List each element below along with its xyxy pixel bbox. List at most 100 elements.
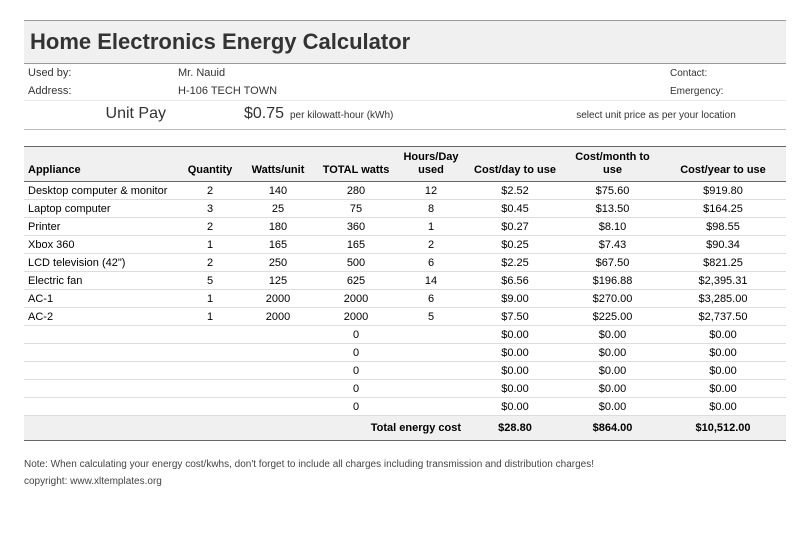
table-row: Laptop computer325758$0.45$13.50$164.25 <box>24 200 786 218</box>
cell-watts-unit[interactable]: 180 <box>241 218 315 236</box>
col-appliance: Appliance <box>24 147 179 182</box>
table-row: 0$0.00$0.00$0.00 <box>24 398 786 416</box>
cell-total-watts: 0 <box>315 344 397 362</box>
used-by-label: Used by: <box>24 65 174 81</box>
cell-cost-year: $2,737.50 <box>660 308 786 326</box>
table-row: Electric fan512562514$6.56$196.88$2,395.… <box>24 272 786 290</box>
table-row: Printer21803601$0.27$8.10$98.55 <box>24 218 786 236</box>
cell-appliance[interactable]: Desktop computer & monitor <box>24 182 179 200</box>
table-row: 0$0.00$0.00$0.00 <box>24 380 786 398</box>
cell-appliance[interactable] <box>24 326 179 344</box>
cell-hours-day[interactable] <box>397 326 465 344</box>
cell-total-watts: 0 <box>315 380 397 398</box>
unit-pay-unit: per kilowatt-hour (kWh) <box>284 110 393 121</box>
col-cost-month: Cost/month to use <box>565 147 660 182</box>
cell-quantity[interactable]: 2 <box>179 254 241 272</box>
cell-total-watts: 625 <box>315 272 397 290</box>
cell-quantity[interactable] <box>179 326 241 344</box>
cell-appliance[interactable]: Xbox 360 <box>24 236 179 254</box>
cell-watts-unit[interactable] <box>241 362 315 380</box>
cell-hours-day[interactable]: 14 <box>397 272 465 290</box>
cell-cost-year: $164.25 <box>660 200 786 218</box>
footer-copyright: copyright: www.xltemplates.org <box>24 476 786 487</box>
cell-cost-day: $2.52 <box>465 182 565 200</box>
cell-cost-month: $196.88 <box>565 272 660 290</box>
cell-total-watts: 500 <box>315 254 397 272</box>
cell-quantity[interactable] <box>179 380 241 398</box>
cell-watts-unit[interactable] <box>241 344 315 362</box>
unit-pay-value[interactable]: $0.75 <box>174 105 284 123</box>
cell-watts-unit[interactable]: 2000 <box>241 308 315 326</box>
cell-appliance[interactable] <box>24 380 179 398</box>
cell-appliance[interactable]: LCD television (42") <box>24 254 179 272</box>
cell-cost-month: $67.50 <box>565 254 660 272</box>
contact-label: Contact: <box>666 66 786 81</box>
cell-appliance[interactable]: AC-2 <box>24 308 179 326</box>
cell-quantity[interactable]: 2 <box>179 218 241 236</box>
table-row: AC-11200020006$9.00$270.00$3,285.00 <box>24 290 786 308</box>
cell-watts-unit[interactable]: 165 <box>241 236 315 254</box>
cell-total-watts: 0 <box>315 326 397 344</box>
cell-hours-day[interactable]: 6 <box>397 254 465 272</box>
cell-watts-unit[interactable] <box>241 380 315 398</box>
cell-hours-day[interactable] <box>397 398 465 416</box>
total-cost-day: $28.80 <box>465 416 565 441</box>
cell-total-watts: 360 <box>315 218 397 236</box>
cell-watts-unit[interactable]: 140 <box>241 182 315 200</box>
cell-hours-day[interactable] <box>397 380 465 398</box>
cell-cost-year: $98.55 <box>660 218 786 236</box>
cell-cost-month: $0.00 <box>565 362 660 380</box>
cell-hours-day[interactable]: 6 <box>397 290 465 308</box>
cell-cost-year: $90.34 <box>660 236 786 254</box>
cell-quantity[interactable]: 3 <box>179 200 241 218</box>
col-quantity: Quantity <box>179 147 241 182</box>
cell-hours-day[interactable]: 2 <box>397 236 465 254</box>
cell-hours-day[interactable]: 1 <box>397 218 465 236</box>
cell-quantity[interactable]: 1 <box>179 308 241 326</box>
table-row: Desktop computer & monitor214028012$2.52… <box>24 182 786 200</box>
cell-watts-unit[interactable]: 125 <box>241 272 315 290</box>
cell-quantity[interactable]: 1 <box>179 236 241 254</box>
table-row: AC-21200020005$7.50$225.00$2,737.50 <box>24 308 786 326</box>
cell-appliance[interactable]: Laptop computer <box>24 200 179 218</box>
cell-appliance[interactable] <box>24 362 179 380</box>
cell-watts-unit[interactable]: 2000 <box>241 290 315 308</box>
cell-appliance[interactable]: Electric fan <box>24 272 179 290</box>
cell-appliance[interactable] <box>24 398 179 416</box>
cell-appliance[interactable]: AC-1 <box>24 290 179 308</box>
cell-watts-unit[interactable]: 250 <box>241 254 315 272</box>
col-cost-year: Cost/year to use <box>660 147 786 182</box>
cell-appliance[interactable] <box>24 344 179 362</box>
cell-watts-unit[interactable]: 25 <box>241 200 315 218</box>
cell-quantity[interactable]: 1 <box>179 290 241 308</box>
cell-watts-unit[interactable] <box>241 398 315 416</box>
cell-hours-day[interactable]: 8 <box>397 200 465 218</box>
cell-quantity[interactable] <box>179 398 241 416</box>
cell-appliance[interactable]: Printer <box>24 218 179 236</box>
table-row: 0$0.00$0.00$0.00 <box>24 362 786 380</box>
cell-cost-month: $0.00 <box>565 344 660 362</box>
table-row: 0$0.00$0.00$0.00 <box>24 326 786 344</box>
table-row: Xbox 36011651652$0.25$7.43$90.34 <box>24 236 786 254</box>
cell-total-watts: 0 <box>315 362 397 380</box>
address-value: H-106 TECH TOWN <box>174 83 454 99</box>
cell-quantity[interactable] <box>179 344 241 362</box>
cell-total-watts: 0 <box>315 398 397 416</box>
cell-hours-day[interactable]: 5 <box>397 308 465 326</box>
cell-hours-day[interactable] <box>397 344 465 362</box>
cell-quantity[interactable] <box>179 362 241 380</box>
cell-cost-month: $225.00 <box>565 308 660 326</box>
cell-quantity[interactable]: 2 <box>179 182 241 200</box>
cell-watts-unit[interactable] <box>241 326 315 344</box>
cell-hours-day[interactable] <box>397 362 465 380</box>
cell-cost-year: $3,285.00 <box>660 290 786 308</box>
cell-cost-month: $75.60 <box>565 182 660 200</box>
info-block: Used by: Mr. Nauid Contact: Address: H-1… <box>24 64 786 130</box>
cell-quantity[interactable]: 5 <box>179 272 241 290</box>
cell-cost-year: $0.00 <box>660 344 786 362</box>
cell-hours-day[interactable]: 12 <box>397 182 465 200</box>
footer-note: Note: When calculating your energy cost/… <box>24 459 786 470</box>
energy-table: Appliance Quantity Watts/unit TOTAL watt… <box>24 146 786 441</box>
cell-total-watts: 165 <box>315 236 397 254</box>
cell-cost-month: $8.10 <box>565 218 660 236</box>
